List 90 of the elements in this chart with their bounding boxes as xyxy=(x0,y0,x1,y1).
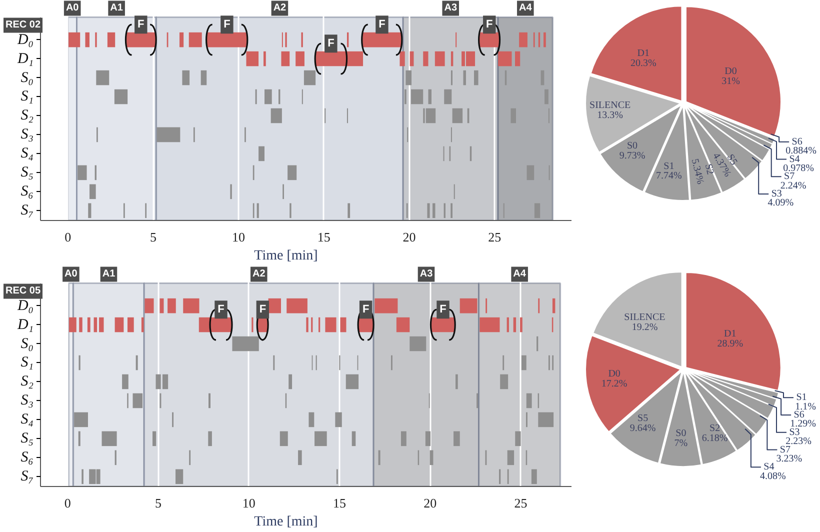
data-label: 6.18% xyxy=(702,432,728,444)
data-label: 3.23% xyxy=(776,453,802,464)
data-label: 9.73% xyxy=(619,150,646,162)
y-tick-label: S₃ xyxy=(20,126,34,143)
slice-label: S0 xyxy=(676,428,686,439)
data-label: 2.24% xyxy=(780,180,806,192)
y-tick-label: S₆ xyxy=(20,450,34,466)
y-tick-label: S₁ xyxy=(20,354,34,371)
slice-label: D1 xyxy=(637,48,650,59)
data-label: 1.1% xyxy=(795,401,816,412)
band-label: A3 xyxy=(444,2,458,14)
x-tick-label: 20 xyxy=(424,496,437,510)
y-tick-label: S₆ xyxy=(20,184,34,200)
y-tick-label: D₀ xyxy=(16,298,34,314)
band-label: A3 xyxy=(420,268,434,280)
data-label: 0.978% xyxy=(783,162,814,174)
y-tick-label: S₄ xyxy=(20,146,34,162)
y-tick-label: S₄ xyxy=(20,412,34,428)
slice-label: S6 xyxy=(792,136,802,148)
y-tick-label: S₅ xyxy=(20,164,34,181)
data-label: 31% xyxy=(722,76,740,87)
annotation: F xyxy=(328,38,335,50)
band-label: A4 xyxy=(513,268,526,280)
x-tick-label: 5 xyxy=(155,496,162,510)
x-tick-label: 15 xyxy=(333,496,346,510)
annotation: F xyxy=(259,304,266,316)
slice-label: S3 xyxy=(771,188,782,200)
band-label: A2 xyxy=(273,2,287,14)
x-tick-label: 25 xyxy=(514,496,528,510)
data-label: 17.2% xyxy=(601,378,628,390)
band-label: A4 xyxy=(519,2,532,14)
data-label: 7% xyxy=(674,438,688,449)
slice-label: S4 xyxy=(764,462,774,473)
x-tick-label: 10 xyxy=(232,230,246,244)
x-tick-label: 10 xyxy=(242,496,256,510)
y-tick-label: S₇ xyxy=(20,202,34,219)
slice-label: D0 xyxy=(724,66,737,78)
chart-title: REC 05 xyxy=(6,286,41,297)
band-label: A1 xyxy=(102,268,116,280)
x-tick-label: 0 xyxy=(64,496,71,510)
slice-label: SILENCE xyxy=(590,100,631,112)
band-label: A1 xyxy=(110,2,124,14)
annotation: F xyxy=(218,304,225,316)
y-tick-label: S₅ xyxy=(20,430,34,447)
y-tick-label: S₇ xyxy=(20,468,34,485)
slice-label: S5 xyxy=(638,413,648,424)
band-label: A0 xyxy=(64,268,78,280)
x-tick-label: 5 xyxy=(150,230,156,244)
band-label: A2 xyxy=(252,268,266,280)
y-tick-label: S₃ xyxy=(20,392,34,409)
x-tick-label: 15 xyxy=(317,230,330,244)
y-tick-label: S₂ xyxy=(20,108,34,124)
slice-label: S0 xyxy=(626,140,638,152)
data-label: 7.74% xyxy=(656,170,682,182)
data-label: 28.9% xyxy=(717,338,744,350)
annotation: F xyxy=(440,304,447,316)
data-label: 20.3% xyxy=(630,58,656,69)
slice-label: D1 xyxy=(724,328,736,340)
annotation: F xyxy=(362,304,370,316)
slice-label: S2 xyxy=(710,422,720,434)
x-tick-label: 0 xyxy=(64,230,72,244)
y-tick-label: D₁ xyxy=(16,50,34,67)
slice-label: D0 xyxy=(608,368,620,380)
annotation: F xyxy=(486,18,494,31)
x-tick-label: 20 xyxy=(402,230,416,244)
annotation: F xyxy=(378,18,386,31)
y-tick-label: D₁ xyxy=(16,316,34,333)
slice-label: SILENCE xyxy=(624,312,666,324)
data-label: 9.64% xyxy=(630,423,656,434)
x-axis-title: Time [min] xyxy=(254,514,318,530)
slice-label: S1 xyxy=(796,392,807,404)
slice-label: S3 xyxy=(789,426,800,438)
slice-label: S6 xyxy=(794,410,804,421)
y-tick-label: S₂ xyxy=(20,374,34,390)
data-label: 13.3% xyxy=(597,110,624,122)
y-tick-label: D₀ xyxy=(16,32,34,48)
data-label: 4.08% xyxy=(760,470,786,482)
slice-label: S7 xyxy=(784,171,795,182)
chart-title: REC 02 xyxy=(6,20,41,31)
data-label: 4.09% xyxy=(768,198,794,209)
slice-label: S1 xyxy=(664,160,674,172)
data-label: 19.2% xyxy=(632,322,658,333)
annotation: F xyxy=(138,18,145,31)
band-label: A0 xyxy=(66,2,80,14)
x-tick-label: 25 xyxy=(488,230,502,244)
y-tick-label: S₀ xyxy=(20,336,34,352)
y-tick-label: S₁ xyxy=(20,88,34,105)
y-tick-label: S₀ xyxy=(20,70,34,86)
x-axis-title: Time [min] xyxy=(254,248,318,264)
annotation: F xyxy=(224,18,231,31)
